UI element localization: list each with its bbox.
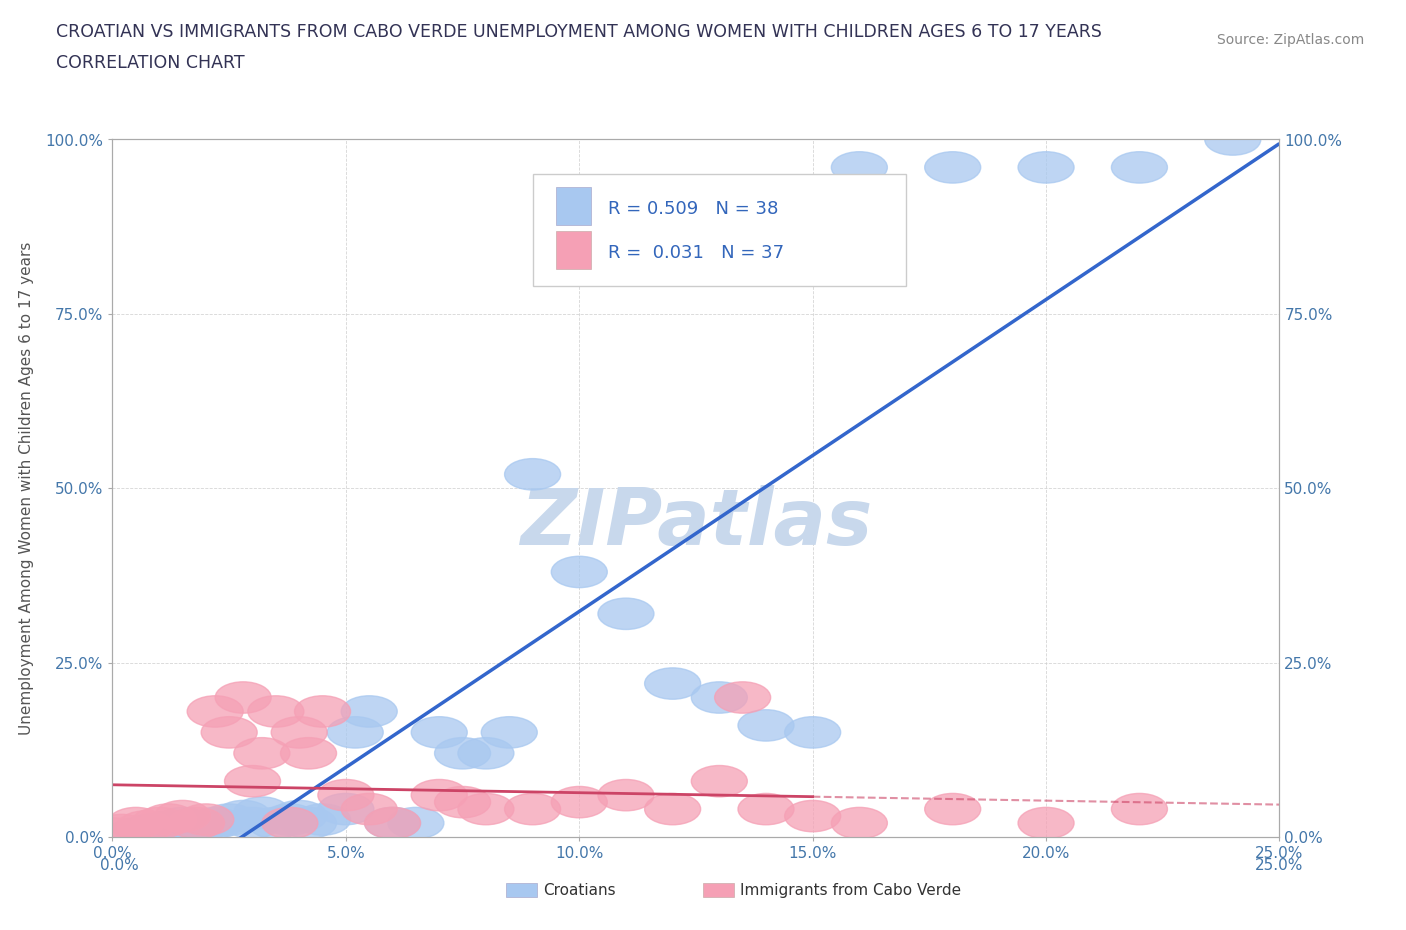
Ellipse shape (294, 804, 350, 835)
Text: Croatians: Croatians (543, 883, 616, 897)
Ellipse shape (505, 793, 561, 825)
Ellipse shape (155, 801, 211, 831)
Ellipse shape (1111, 152, 1167, 183)
Ellipse shape (233, 737, 290, 769)
Ellipse shape (225, 765, 281, 797)
Ellipse shape (131, 816, 187, 847)
Ellipse shape (247, 807, 304, 839)
Ellipse shape (108, 807, 165, 839)
FancyBboxPatch shape (555, 187, 591, 225)
Ellipse shape (177, 804, 233, 835)
Ellipse shape (169, 807, 225, 839)
Ellipse shape (215, 682, 271, 713)
FancyBboxPatch shape (533, 175, 905, 286)
Ellipse shape (262, 807, 318, 839)
Ellipse shape (1018, 807, 1074, 839)
Ellipse shape (714, 682, 770, 713)
Ellipse shape (271, 717, 328, 748)
Ellipse shape (364, 807, 420, 839)
Ellipse shape (233, 797, 290, 829)
Ellipse shape (169, 815, 225, 845)
Ellipse shape (281, 807, 336, 839)
Ellipse shape (141, 811, 197, 843)
Ellipse shape (117, 811, 173, 843)
Ellipse shape (131, 807, 187, 839)
Ellipse shape (831, 807, 887, 839)
Ellipse shape (141, 804, 197, 835)
FancyBboxPatch shape (555, 231, 591, 270)
Ellipse shape (481, 717, 537, 748)
Ellipse shape (598, 598, 654, 630)
Ellipse shape (201, 804, 257, 835)
Ellipse shape (458, 737, 515, 769)
Text: Immigrants from Cabo Verde: Immigrants from Cabo Verde (740, 883, 960, 897)
Ellipse shape (925, 793, 981, 825)
Ellipse shape (215, 801, 271, 831)
Ellipse shape (925, 152, 981, 183)
Ellipse shape (94, 815, 150, 845)
Ellipse shape (411, 717, 467, 748)
Text: R =  0.031   N = 37: R = 0.031 N = 37 (609, 244, 785, 261)
Ellipse shape (201, 717, 257, 748)
Ellipse shape (187, 807, 243, 839)
Text: CROATIAN VS IMMIGRANTS FROM CABO VERDE UNEMPLOYMENT AMONG WOMEN WITH CHILDREN AG: CROATIAN VS IMMIGRANTS FROM CABO VERDE U… (56, 23, 1102, 41)
Text: CORRELATION CHART: CORRELATION CHART (56, 54, 245, 72)
Ellipse shape (738, 793, 794, 825)
Text: Source: ZipAtlas.com: Source: ZipAtlas.com (1216, 33, 1364, 46)
Ellipse shape (155, 807, 211, 839)
Ellipse shape (364, 807, 420, 839)
Ellipse shape (644, 793, 700, 825)
Ellipse shape (294, 696, 350, 727)
Ellipse shape (342, 793, 398, 825)
Ellipse shape (785, 717, 841, 748)
Ellipse shape (84, 817, 141, 849)
Ellipse shape (411, 779, 467, 811)
Text: 25.0%: 25.0% (1256, 857, 1303, 872)
Ellipse shape (318, 779, 374, 811)
Y-axis label: Unemployment Among Women with Children Ages 6 to 17 years: Unemployment Among Women with Children A… (20, 242, 34, 735)
Ellipse shape (505, 458, 561, 490)
Ellipse shape (318, 793, 374, 825)
Ellipse shape (434, 737, 491, 769)
Ellipse shape (785, 801, 841, 831)
Ellipse shape (458, 793, 515, 825)
Ellipse shape (434, 787, 491, 817)
Ellipse shape (1205, 124, 1261, 155)
Ellipse shape (1018, 152, 1074, 183)
Ellipse shape (692, 765, 748, 797)
Ellipse shape (122, 815, 177, 845)
Ellipse shape (551, 556, 607, 588)
Ellipse shape (551, 787, 607, 817)
Ellipse shape (177, 811, 233, 843)
Ellipse shape (738, 710, 794, 741)
Ellipse shape (262, 804, 318, 835)
Ellipse shape (644, 668, 700, 699)
Ellipse shape (342, 696, 398, 727)
Ellipse shape (831, 152, 887, 183)
Ellipse shape (271, 801, 328, 831)
Text: ZIPatlas: ZIPatlas (520, 485, 872, 561)
Ellipse shape (328, 717, 384, 748)
Ellipse shape (598, 779, 654, 811)
Ellipse shape (187, 696, 243, 727)
Ellipse shape (225, 807, 281, 839)
Text: 0.0%: 0.0% (100, 857, 139, 872)
Ellipse shape (108, 817, 165, 849)
Ellipse shape (247, 696, 304, 727)
Ellipse shape (281, 737, 336, 769)
Ellipse shape (388, 807, 444, 839)
Ellipse shape (692, 682, 748, 713)
Text: R = 0.509   N = 38: R = 0.509 N = 38 (609, 200, 779, 218)
Ellipse shape (1111, 793, 1167, 825)
